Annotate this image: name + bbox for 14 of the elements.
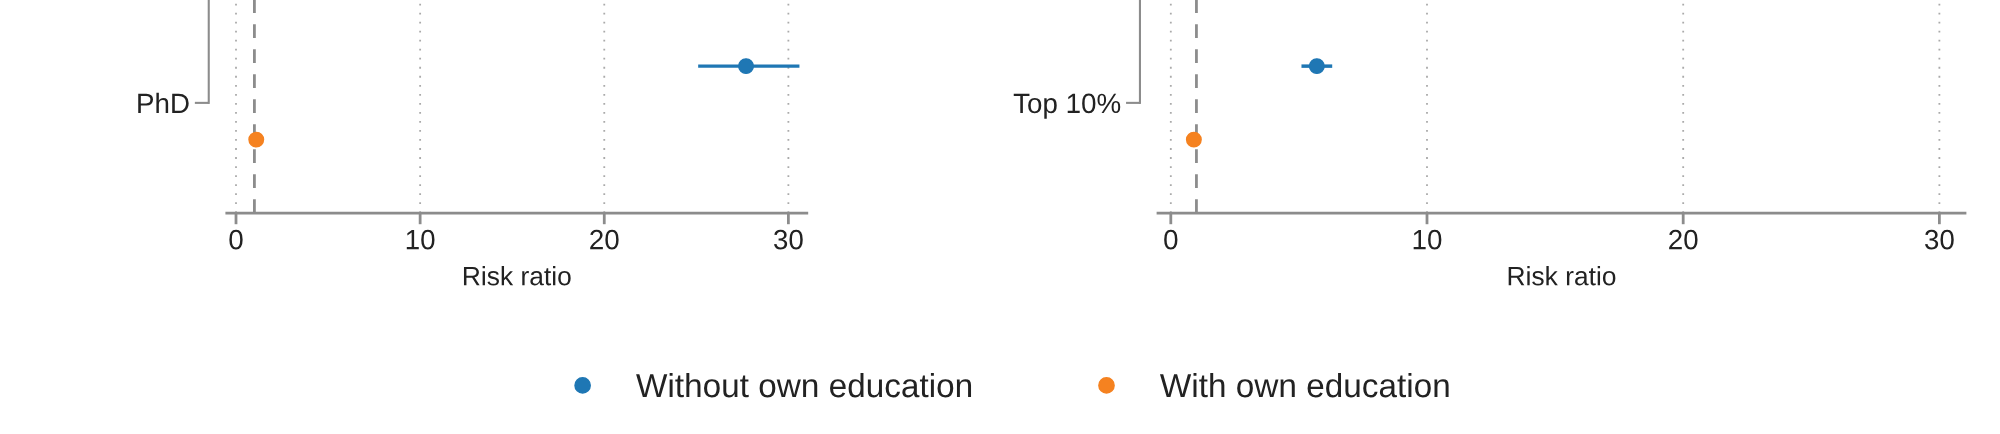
x-tick-label: 30 bbox=[774, 229, 803, 250]
x-tick-label: 0 bbox=[1164, 229, 1178, 250]
x-tick-label: 10 bbox=[406, 229, 435, 250]
x-axis-title: Risk ratio bbox=[1508, 266, 1616, 286]
x-tick-label: 0 bbox=[229, 229, 243, 250]
legend-label: With own education bbox=[1159, 372, 1449, 398]
x-tick-label: 30 bbox=[1924, 229, 1954, 250]
x-tick-label: 20 bbox=[1669, 229, 1698, 250]
x-tick-label: 10 bbox=[1413, 229, 1442, 250]
y-tick-label: Top 10% bbox=[1013, 93, 1121, 119]
y-tick-label: PhD bbox=[138, 92, 189, 113]
x-tick-label: 20 bbox=[590, 229, 619, 250]
legend-label: Without own education bbox=[636, 372, 972, 398]
x-axis-title: Risk ratio bbox=[463, 266, 571, 286]
